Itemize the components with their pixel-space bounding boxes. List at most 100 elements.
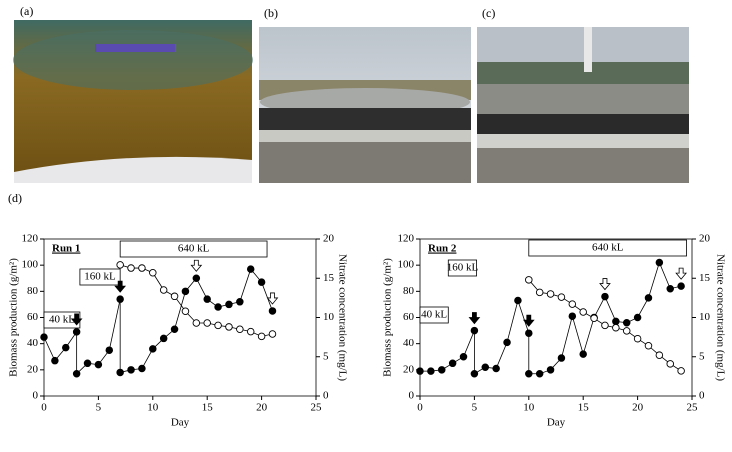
y-tick-label: 20 — [27, 363, 39, 375]
data-point — [633, 334, 642, 343]
arrow — [675, 267, 687, 280]
chart-title: Run 2 — [428, 243, 457, 255]
y2-tick-label: 0 — [323, 390, 329, 402]
data-point — [503, 338, 511, 347]
data-point — [94, 360, 103, 369]
x-tick-label: 0 — [41, 402, 47, 414]
data-point — [170, 325, 179, 334]
data-point — [579, 350, 587, 358]
data-point — [612, 317, 620, 326]
y2-tick-label: 0 — [699, 390, 705, 402]
data-point — [568, 312, 577, 320]
x-axis-label: Day — [171, 417, 190, 429]
annotation: 160 kL — [447, 262, 479, 274]
data-point — [655, 351, 664, 359]
data-point — [236, 325, 244, 334]
data-point — [568, 300, 577, 308]
y-tick-label: 120 — [398, 233, 415, 245]
data-point — [268, 330, 277, 338]
y-tick-label: 40 — [27, 337, 39, 349]
data-point — [268, 307, 277, 315]
data-point — [633, 313, 642, 322]
data-point — [181, 307, 190, 315]
y2-tick-label: 5 — [699, 350, 705, 362]
data-point — [225, 300, 233, 309]
data-point — [546, 366, 555, 374]
x-tick-label: 5 — [96, 402, 102, 414]
data-point — [116, 368, 124, 377]
x-axis-label: Day — [547, 417, 566, 429]
annotation-box — [528, 239, 687, 257]
arrow — [190, 259, 203, 272]
data-point — [666, 284, 674, 293]
arrow — [70, 313, 83, 326]
data-point — [159, 286, 168, 294]
annotation-box — [447, 259, 477, 277]
data-point — [40, 333, 48, 341]
data-point — [138, 364, 146, 373]
data-point — [557, 293, 566, 301]
data-point — [257, 278, 266, 286]
y-tick-label: 100 — [398, 259, 415, 271]
y2-axis-label: Nitrate concentration (mg/L) — [336, 254, 348, 381]
y2-axis-label: Nitrate concentration (mg/L) — [714, 254, 726, 381]
photo-c — [477, 27, 689, 183]
data-point — [427, 367, 435, 375]
annotation-box — [119, 240, 268, 258]
data-point — [644, 294, 653, 302]
data-point — [535, 370, 544, 378]
data-point — [666, 360, 674, 368]
series-line — [420, 261, 682, 375]
data-point — [181, 287, 190, 296]
data-point — [203, 295, 211, 303]
panel-label: (a) — [20, 4, 33, 18]
y-tick-label: 120 — [22, 233, 39, 245]
photo-a — [13, 20, 253, 183]
y2-tick-label: 15 — [699, 272, 711, 284]
annotation-box — [419, 306, 449, 324]
data-point — [236, 298, 244, 306]
y-tick-label: 100 — [22, 259, 39, 271]
data-point — [138, 264, 146, 272]
data-point — [622, 327, 631, 335]
data-point — [525, 329, 533, 337]
data-point — [214, 321, 222, 330]
data-point — [149, 269, 157, 277]
data-point — [51, 356, 59, 365]
annotation: 40 kL — [421, 309, 447, 321]
data-point — [416, 367, 424, 375]
arrow — [522, 314, 535, 327]
y2-tick-label: 15 — [323, 272, 335, 284]
data-point — [470, 370, 479, 378]
y-tick-label: 80 — [403, 285, 415, 297]
data-point — [83, 359, 92, 368]
data-point — [514, 296, 522, 305]
data-point — [655, 258, 664, 267]
x-tick-label: 0 — [417, 402, 423, 414]
y-tick-label: 80 — [27, 285, 39, 297]
arrow — [599, 278, 611, 291]
data-point — [246, 265, 255, 273]
data-point — [257, 332, 266, 341]
panel-label: (c) — [482, 6, 495, 20]
x-tick-label: 25 — [311, 402, 323, 414]
data-point — [149, 345, 157, 353]
data-point — [438, 366, 446, 374]
y-tick-label: 40 — [403, 337, 415, 349]
data-point — [72, 370, 81, 378]
y2-tick-label: 10 — [323, 311, 335, 323]
y2-tick-label: 10 — [699, 311, 711, 323]
arrow — [114, 280, 127, 293]
annotation: 640 kL — [178, 243, 210, 255]
data-point — [525, 370, 533, 378]
panel-label: (d) — [8, 191, 22, 205]
y-tick-label: 20 — [403, 363, 415, 375]
data-point — [677, 282, 685, 290]
data-point — [546, 290, 555, 298]
data-point — [492, 364, 500, 373]
y-tick-label: 60 — [27, 311, 39, 323]
data-point — [579, 308, 587, 316]
data-point — [192, 319, 201, 327]
data-point — [525, 276, 533, 284]
data-point — [470, 326, 479, 335]
